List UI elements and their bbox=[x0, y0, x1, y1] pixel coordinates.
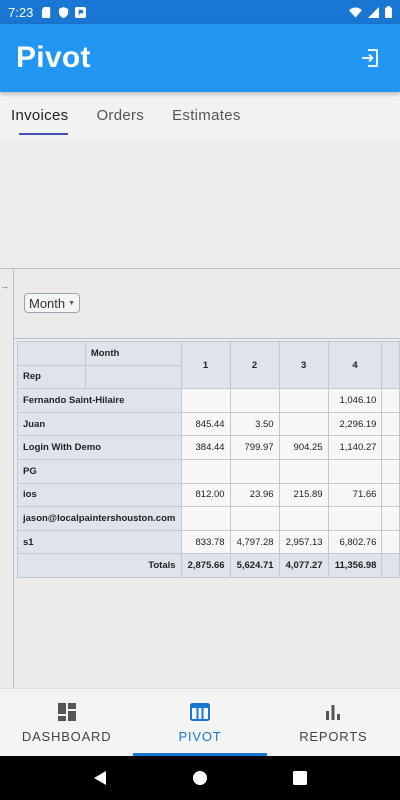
column-header: 3 bbox=[278, 340, 329, 390]
signal-icon bbox=[368, 6, 379, 18]
totals-row: Totals 2,875.66 5,624.71 4,077.27 11,356… bbox=[17, 553, 400, 578]
rep-name: Juan bbox=[17, 411, 182, 437]
nav-dashboard[interactable]: DASHBOARD bbox=[0, 689, 133, 756]
status-bar: 7:23 bbox=[0, 0, 400, 24]
dashboard-icon bbox=[56, 701, 78, 723]
nav-reports[interactable]: REPORTS bbox=[267, 689, 400, 756]
logout-icon bbox=[362, 49, 378, 67]
table-cell: 812.00 bbox=[180, 482, 231, 508]
table-header-row: Month 1 2 3 4 bbox=[17, 340, 400, 390]
table-cell: 384.44 bbox=[180, 435, 231, 460]
row-field-header[interactable]: Month bbox=[84, 341, 182, 366]
table-cell: 2,957.13 bbox=[278, 529, 329, 555]
table-cell: 904.25 bbox=[278, 435, 329, 460]
tab-bar: Invoices Orders Estimates bbox=[0, 92, 400, 138]
nav-reports-label: REPORTS bbox=[299, 729, 368, 744]
total-cell: 4,077.27 bbox=[278, 553, 329, 578]
table-cell: 833.78 bbox=[180, 529, 231, 555]
app-bar: Pivot bbox=[0, 24, 400, 92]
logout-button[interactable] bbox=[356, 44, 384, 72]
arrow-right-icon: → bbox=[0, 281, 9, 291]
table-cell: 799.97 bbox=[229, 435, 280, 460]
back-icon[interactable] bbox=[93, 770, 107, 786]
pivot-filter-row bbox=[14, 269, 400, 339]
table-cell bbox=[180, 506, 231, 531]
recents-icon[interactable] bbox=[293, 771, 308, 785]
pivot-table: Month 1 2 3 4 Rep Fernando Saint-Hilaire… bbox=[17, 340, 400, 578]
table-cell: 215.89 bbox=[278, 482, 329, 508]
table-cell bbox=[278, 388, 329, 413]
table-row: ios 812.00 23.96 215.89 71.66 bbox=[17, 482, 400, 508]
wifi-icon bbox=[349, 7, 362, 18]
table-cell: 23.96 bbox=[229, 482, 280, 508]
tab-invoices[interactable]: Invoices bbox=[11, 92, 69, 138]
table-cell bbox=[278, 411, 329, 437]
table-row: Login With Demo 384.44 799.97 904.25 1,1… bbox=[17, 435, 400, 460]
table-cell bbox=[327, 458, 383, 484]
table-cell: 2,296.19 bbox=[327, 411, 383, 437]
table-cell: 845.44 bbox=[180, 411, 231, 437]
rep-name: s1 bbox=[17, 529, 182, 555]
rep-name: Login With Demo bbox=[17, 435, 182, 460]
month-select[interactable]: Month ▼ bbox=[24, 293, 81, 313]
app-icon bbox=[75, 6, 87, 18]
table-cell: 6,802.76 bbox=[327, 529, 383, 555]
table-row: PG bbox=[17, 458, 400, 484]
rep-name: PG bbox=[17, 458, 182, 484]
bottom-nav: DASHBOARD PIVOT REPORTS bbox=[0, 688, 400, 756]
table-cell bbox=[327, 506, 383, 531]
totals-label: Totals bbox=[17, 553, 182, 578]
table-row: jason@localpaintershouston.com bbox=[17, 506, 400, 531]
table-cell bbox=[229, 388, 280, 413]
status-right bbox=[349, 6, 392, 18]
table-cell bbox=[229, 506, 280, 531]
column-header: 4 bbox=[327, 340, 383, 390]
table-cell bbox=[180, 458, 231, 484]
column-header: 2 bbox=[229, 340, 280, 390]
pivot-left-rail bbox=[0, 268, 14, 688]
battery-icon bbox=[385, 6, 392, 18]
table-cell: 1,140.27 bbox=[327, 435, 383, 460]
total-cell: 2,875.66 bbox=[180, 553, 231, 578]
nav-pivot[interactable]: PIVOT bbox=[133, 689, 267, 756]
table-cell: 3.50 bbox=[229, 411, 280, 437]
rep-name: Fernando Saint-Hilaire bbox=[17, 388, 182, 413]
table-header-row: Rep bbox=[17, 364, 400, 390]
table-cell: 1,046.10 bbox=[327, 388, 383, 413]
system-nav-bar bbox=[0, 756, 400, 800]
bar-chart-icon bbox=[322, 701, 344, 723]
table-cell bbox=[229, 458, 280, 484]
shield-icon bbox=[59, 6, 69, 18]
home-icon[interactable] bbox=[192, 770, 208, 786]
table-cell bbox=[278, 458, 329, 484]
page-title: Pivot bbox=[16, 41, 91, 74]
sd-card-icon bbox=[42, 6, 51, 18]
table-row: s1 833.78 4,797.28 2,957.13 6,802.76 bbox=[17, 529, 400, 555]
total-cell: 11,356.98 bbox=[327, 553, 383, 578]
tab-orders[interactable]: Orders bbox=[96, 106, 145, 124]
table-cell: 4,797.28 bbox=[229, 529, 280, 555]
table-icon bbox=[189, 701, 211, 723]
table-row: Fernando Saint-Hilaire 1,046.10 bbox=[17, 388, 400, 413]
table-cell: 71.66 bbox=[327, 482, 383, 508]
status-time: 7:23 bbox=[8, 4, 34, 20]
table-cell bbox=[180, 388, 231, 413]
rep-name: ios bbox=[17, 482, 182, 508]
nav-pivot-label: PIVOT bbox=[178, 729, 222, 744]
table-cell bbox=[278, 506, 329, 531]
pivot-drop-area bbox=[0, 146, 400, 268]
caret-down-icon: ▼ bbox=[68, 299, 76, 307]
month-select-label: Month bbox=[29, 295, 66, 311]
table-row: Juan 845.44 3.50 2,296.19 bbox=[17, 411, 400, 437]
rep-header[interactable]: Rep bbox=[17, 364, 86, 390]
nav-dashboard-label: DASHBOARD bbox=[21, 729, 112, 744]
tab-estimates[interactable]: Estimates bbox=[172, 106, 241, 124]
rep-name: jason@localpaintershouston.com bbox=[17, 506, 182, 531]
total-cell: 5,624.71 bbox=[229, 553, 280, 578]
column-header: 1 bbox=[180, 340, 231, 390]
